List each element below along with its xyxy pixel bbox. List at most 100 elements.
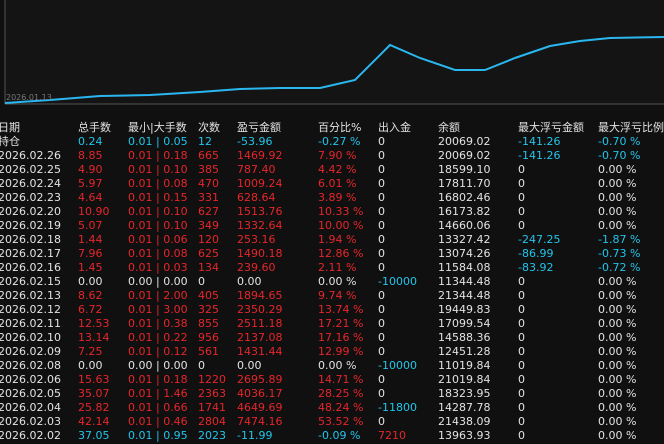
value-cell: 4036.17 bbox=[237, 387, 283, 400]
value-cell: 14.71 % bbox=[318, 373, 364, 386]
value-cell: 11584.08 bbox=[438, 261, 491, 274]
value-cell: 2511.18 bbox=[237, 317, 283, 330]
date-cell: 2026.02.06 bbox=[0, 373, 61, 386]
value-cell: 0 bbox=[378, 289, 385, 302]
value-cell: 0.00 % bbox=[598, 387, 637, 400]
value-cell: 625 bbox=[198, 247, 219, 260]
value-cell: 0.00 % bbox=[598, 415, 637, 428]
value-cell: 1894.65 bbox=[237, 289, 283, 302]
value-cell: 13.74 % bbox=[318, 303, 364, 316]
value-cell: 0.01 | 0.18 bbox=[128, 373, 188, 386]
date-cell: 2026.02.03 bbox=[0, 415, 61, 428]
date-cell: 2026.02.12 bbox=[0, 303, 61, 316]
value-cell: 665 bbox=[198, 149, 219, 162]
value-cell: 0.00 % bbox=[598, 345, 637, 358]
value-cell: 7474.16 bbox=[237, 415, 283, 428]
header-cell: 出入金 bbox=[378, 121, 411, 134]
value-cell: 0.24 bbox=[78, 135, 103, 148]
header-cell: 日期 bbox=[0, 121, 20, 134]
value-cell: -141.26 bbox=[518, 149, 561, 162]
value-cell: 0 bbox=[518, 331, 525, 344]
value-cell: 10.00 % bbox=[318, 219, 364, 232]
value-cell: 0.00 | 0.00 bbox=[128, 359, 188, 372]
value-cell: 0.00 % bbox=[598, 331, 637, 344]
value-cell: 0.00 % bbox=[598, 401, 637, 414]
value-cell: 0.01 | 0.38 bbox=[128, 317, 188, 330]
value-cell: -0.70 % bbox=[598, 135, 641, 148]
date-cell: 2026.02.23 bbox=[0, 191, 61, 204]
value-cell: -141.26 bbox=[518, 135, 561, 148]
value-cell: 8.62 bbox=[78, 289, 103, 302]
value-cell: 16173.82 bbox=[438, 205, 491, 218]
value-cell: 470 bbox=[198, 177, 219, 190]
value-cell: 7.96 bbox=[78, 247, 103, 260]
value-cell: 628.64 bbox=[237, 191, 276, 204]
equity-line bbox=[4, 36, 664, 104]
value-cell: 1009.24 bbox=[237, 177, 283, 190]
value-cell: 11344.48 bbox=[438, 275, 491, 288]
value-cell: 13.14 bbox=[78, 331, 110, 344]
value-cell: 2137.08 bbox=[237, 331, 283, 344]
value-cell: 0 bbox=[378, 345, 385, 358]
value-cell: 14287.78 bbox=[438, 401, 491, 414]
value-cell: 1490.18 bbox=[237, 247, 283, 260]
header-cell: 余额 bbox=[438, 121, 460, 134]
value-cell: 4.90 bbox=[78, 163, 103, 176]
value-cell: 0 bbox=[518, 275, 525, 288]
value-cell: -10000 bbox=[378, 359, 417, 372]
value-cell: 5.07 bbox=[78, 219, 103, 232]
date-cell: 2026.02.19 bbox=[0, 219, 61, 232]
value-cell: 0 bbox=[518, 401, 525, 414]
value-cell: 0.01 | 2.00 bbox=[128, 289, 188, 302]
value-cell: -83.92 bbox=[518, 261, 554, 274]
value-cell: 0 bbox=[378, 149, 385, 162]
equity-chart: 2026.01.13 bbox=[4, 0, 664, 105]
value-cell: 18323.95 bbox=[438, 387, 491, 400]
value-cell: 0 bbox=[518, 359, 525, 372]
value-cell: 253.16 bbox=[237, 233, 276, 246]
value-cell: 0 bbox=[378, 317, 385, 330]
value-cell: 0 bbox=[378, 373, 385, 386]
value-cell: -0.27 % bbox=[318, 135, 361, 148]
value-cell: 0 bbox=[378, 247, 385, 260]
value-cell: 53.52 % bbox=[318, 415, 364, 428]
value-cell: 1332.64 bbox=[237, 219, 283, 232]
value-cell: 0.00 bbox=[78, 275, 103, 288]
date-cell: 2026.02.15 bbox=[0, 275, 61, 288]
value-cell: 25.82 bbox=[78, 401, 110, 414]
value-cell: 42.14 bbox=[78, 415, 110, 428]
value-cell: 7.90 % bbox=[318, 149, 357, 162]
value-cell: 0.00 % bbox=[598, 191, 637, 204]
value-cell: 0.01 | 0.22 bbox=[128, 331, 188, 344]
value-cell: 12.86 % bbox=[318, 247, 364, 260]
value-cell: 15.63 bbox=[78, 373, 110, 386]
value-cell: 13327.42 bbox=[438, 233, 491, 246]
value-cell: 9.74 % bbox=[318, 289, 357, 302]
header-cell: 百分比% bbox=[318, 121, 362, 134]
value-cell: 0 bbox=[378, 387, 385, 400]
value-cell: -247.25 bbox=[518, 233, 561, 246]
value-cell: 0 bbox=[518, 429, 525, 442]
value-cell: 13074.26 bbox=[438, 247, 491, 260]
value-cell: -86.99 bbox=[518, 247, 554, 260]
value-cell: 0.00 bbox=[237, 359, 262, 372]
value-cell: 0 bbox=[378, 415, 385, 428]
value-cell: 28.25 % bbox=[318, 387, 364, 400]
value-cell: 405 bbox=[198, 289, 219, 302]
value-cell: 12.53 bbox=[78, 317, 110, 330]
value-cell: 16802.46 bbox=[438, 191, 491, 204]
value-cell: 12 bbox=[198, 135, 212, 148]
header-cell: 总手数 bbox=[78, 121, 111, 134]
value-cell: 120 bbox=[198, 233, 219, 246]
value-cell: 0 bbox=[378, 303, 385, 316]
value-cell: 11019.84 bbox=[438, 359, 491, 372]
value-cell: 20069.02 bbox=[438, 149, 491, 162]
value-cell: 35.07 bbox=[78, 387, 110, 400]
value-cell: -0.09 % bbox=[318, 429, 361, 442]
date-cell: 2026.02.11 bbox=[0, 317, 61, 330]
date-cell: 2026.02.09 bbox=[0, 345, 61, 358]
value-cell: 0 bbox=[518, 373, 525, 386]
value-cell: 0 bbox=[518, 345, 525, 358]
value-cell: 0 bbox=[518, 289, 525, 302]
date-cell: 2026.02.26 bbox=[0, 149, 61, 162]
